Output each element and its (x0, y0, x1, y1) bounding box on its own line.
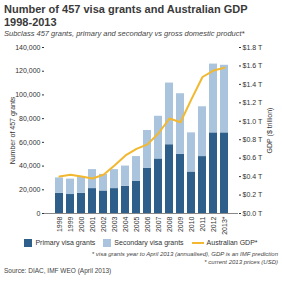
svg-text:Number of 457 grants: Number of 457 grants (9, 96, 17, 164)
svg-text:$1.4 T: $1.4 T (243, 81, 263, 88)
svg-text:$0.8 T: $0.8 T (243, 136, 263, 143)
svg-text:$1.0 T: $1.0 T (243, 118, 263, 125)
svg-text:$0.4 T: $0.4 T (243, 173, 263, 180)
svg-text:$1.6 T: $1.6 T (243, 62, 263, 69)
svg-text:140,000: 140,000 (15, 44, 40, 51)
html-text:* visa grants year to April 20: * visa grants year to April 2013 (annual… (91, 251, 278, 257)
svg-text:2013*: 2013* (221, 216, 228, 235)
svg-text:100,000: 100,000 (15, 91, 40, 98)
svg-text:1999: 1999 (67, 216, 74, 232)
svg-text:2010: 2010 (188, 216, 195, 232)
svg-text:120,000: 120,000 (15, 67, 40, 74)
svg-text:1998: 1998 (56, 216, 63, 232)
svg-text:40,000: 40,000 (19, 162, 41, 169)
svg-text:60,000: 60,000 (19, 139, 41, 146)
svg-text:2004: 2004 (122, 216, 129, 232)
svg-text:2009: 2009 (177, 216, 184, 232)
html-text:Number of 457 visa grants and: Number of 457 visa grants and Australian… (4, 3, 248, 28)
html-text:Secondary visa grants: Secondary visa grants (114, 239, 184, 246)
svg-text:2001: 2001 (89, 216, 96, 232)
svg-text:$1.2 T: $1.2 T (243, 99, 263, 106)
svg-text:2006: 2006 (144, 216, 151, 232)
svg-text:GDP ($ trillion): GDP ($ trillion) (266, 108, 274, 154)
svg-text:2003: 2003 (111, 216, 118, 232)
svg-text:2011: 2011 (199, 216, 206, 231)
html-text:Subclass 457 grants, primary a: Subclass 457 grants, primary and seconda… (4, 29, 245, 38)
svg-text:0: 0 (37, 210, 41, 217)
svg-text:2007: 2007 (155, 216, 162, 232)
svg-text:$1.8 T: $1.8 T (243, 44, 263, 51)
svg-text:2000: 2000 (78, 216, 85, 232)
html-text:Primary visa grants: Primary visa grants (35, 239, 96, 246)
html-text:Australian GDP*: Australian GDP* (206, 239, 258, 246)
svg-text:80,000: 80,000 (19, 115, 41, 122)
svg-text:20,000: 20,000 (19, 186, 41, 193)
svg-text:2012: 2012 (210, 216, 217, 232)
svg-text:$0.6 T: $0.6 T (243, 154, 263, 161)
svg-text:2005: 2005 (133, 216, 140, 232)
svg-text:2008: 2008 (166, 216, 173, 232)
svg-text:$0.2 T: $0.2 T (243, 191, 263, 198)
svg-text:$0.0 T: $0.0 T (243, 210, 263, 217)
html-text:* current 2013 prices (USD): * current 2013 prices (USD) (204, 259, 278, 265)
svg-text:2002: 2002 (100, 216, 107, 232)
html-text:Source: DIAC, IMF WEO (April 2: Source: DIAC, IMF WEO (April 2013) (4, 267, 112, 274)
